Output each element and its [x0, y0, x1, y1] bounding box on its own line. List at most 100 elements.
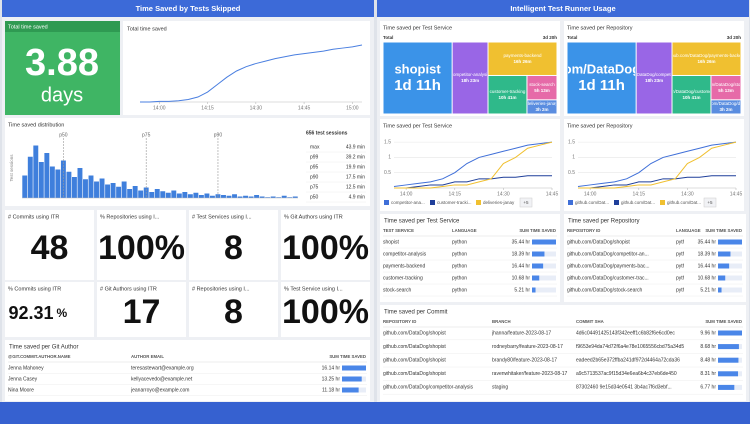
bar [232, 194, 237, 198]
widget-title: # Test Services using I... [192, 214, 252, 220]
clip-group: teresastewart@example.org [131, 365, 194, 371]
y-tick-label: 1.5 [384, 139, 391, 145]
clip-group: customer-tracking [383, 275, 423, 281]
bar [259, 196, 265, 198]
clip-group: python [676, 287, 684, 293]
cell: a9c5713537ac9f15d34e6ea6b4c37eb6de450 [576, 371, 677, 377]
cell: jhanna/feature-2023-08-17 [491, 330, 551, 336]
table-bar-track [718, 263, 742, 269]
widget-title: % Test Service using I... [284, 286, 343, 292]
column-header: TEST SERVICE [383, 228, 414, 233]
cell: github.com/DataDog/competitor-analysis [383, 385, 474, 391]
clip-group: github.com/DataDog/shopist [383, 330, 446, 336]
tile-title-bar [5, 21, 120, 32]
x-tick-label: 14:45 [298, 105, 311, 111]
tile-label: github.com/DataDog/customer-tracking [652, 89, 731, 94]
cell: teresastewart@example.org [131, 365, 194, 371]
bar [110, 183, 116, 198]
stat-label: p75 [310, 184, 319, 190]
clip-group: staging [492, 385, 508, 391]
cell: 9.96 hr [700, 330, 716, 336]
cell: 35.44 hr [698, 239, 717, 245]
percentile-label: p75 [142, 132, 151, 138]
cell: python [452, 275, 467, 281]
clip-group: github.com/DataDog/stock-search [567, 287, 643, 293]
cell: python [452, 287, 467, 293]
clip-group: shopist [383, 239, 399, 245]
bar [204, 193, 210, 198]
cell: python [676, 263, 691, 269]
cell: 10.68 hr [698, 275, 717, 281]
bar [149, 192, 155, 198]
cell: jeanarroyo@example.com [130, 387, 189, 393]
bar [66, 171, 72, 198]
cell: shopist [383, 239, 399, 245]
cell: 4d6c04491425143f342eeff1c6b82f6e6cd0ec [576, 330, 675, 336]
legend-more [519, 197, 533, 208]
table-bar [718, 330, 742, 336]
table-bar [532, 275, 540, 281]
widget [564, 119, 744, 211]
cell: brandy80/feature-2023-08-17 [492, 358, 557, 364]
widget-title: # Commits using ITR [8, 214, 59, 220]
bar [27, 156, 33, 198]
table-bar [532, 239, 556, 245]
clip-group: jeanarroyo@example.com [130, 387, 189, 393]
widget-title: # Git Authors using ITR [100, 286, 157, 292]
treemap-tile [527, 75, 557, 100]
tile-value: 18h 23m [461, 78, 479, 83]
clip-group: github.com/DataDog/shopist [567, 239, 630, 245]
footer-bar [0, 402, 750, 424]
tile-label: github.com/DataDog/competitor-analysis [614, 72, 696, 77]
cell: stock-search [383, 287, 412, 293]
tile-label: stock-search [529, 82, 555, 87]
column-header: SUM TIME SAVED [519, 228, 556, 233]
table-bar-track [718, 275, 742, 281]
big-unit: days [41, 84, 83, 106]
bar [237, 196, 243, 198]
clip-group: github.com/DataDog/competitor-an... [567, 251, 649, 257]
tile-label: github.com/DataDog/stock-search [692, 82, 750, 87]
line [394, 175, 552, 189]
table-bar [718, 251, 731, 257]
column-header: BRANCH [492, 319, 511, 324]
cell: 18.39 hr [512, 251, 531, 257]
clip-group: github.com/DataDog/competitor-analysis18… [614, 72, 696, 83]
treemap-tile [383, 42, 452, 114]
total-value: 3d 20h [727, 35, 742, 40]
cell: eadeed2b65e372ffba241df972d4464a72cda36 [576, 358, 680, 364]
column-header: REPOSITORY ID [383, 319, 416, 324]
widget-title: Time saved per Commit [384, 310, 448, 316]
bar [176, 193, 182, 198]
table-bar [532, 263, 544, 269]
x-tick-label: 14:30 [497, 191, 510, 197]
widget-title: % Commits using ITR [8, 286, 61, 292]
clip-group: python [452, 251, 467, 257]
cell: f9653e94da74d72f6a4e78e1065556cbd75a34d5 [576, 344, 684, 350]
treemap-tile [636, 42, 672, 114]
clip-group: f9653e94da74d72f6a4e78e1065556cbd75a34d5 [576, 344, 684, 350]
cell: 10.68 hr [512, 275, 531, 281]
treemap-tile [672, 42, 741, 75]
widget [5, 282, 94, 337]
bar [99, 178, 105, 198]
clip-group: python [452, 239, 467, 245]
legend-more-label: +5 [707, 200, 713, 205]
x-tick-label: 14:15 [201, 105, 214, 111]
cell: github.com/DataDog/payments-bac... [567, 263, 650, 269]
bar [276, 197, 282, 198]
kpi-value: 8 [224, 229, 243, 267]
bar [116, 186, 122, 198]
bar [121, 181, 127, 198]
bar [154, 189, 160, 198]
widget-title: Time saved per Repository [567, 123, 633, 129]
sessions-count: 656 test sessions [306, 130, 348, 136]
cell: 6.77 hr [700, 385, 716, 391]
bar [198, 195, 204, 198]
clip-group: ravenwhitaker/feature-2023-08-17 [492, 371, 568, 377]
cell: 8.31 hr [700, 371, 716, 377]
